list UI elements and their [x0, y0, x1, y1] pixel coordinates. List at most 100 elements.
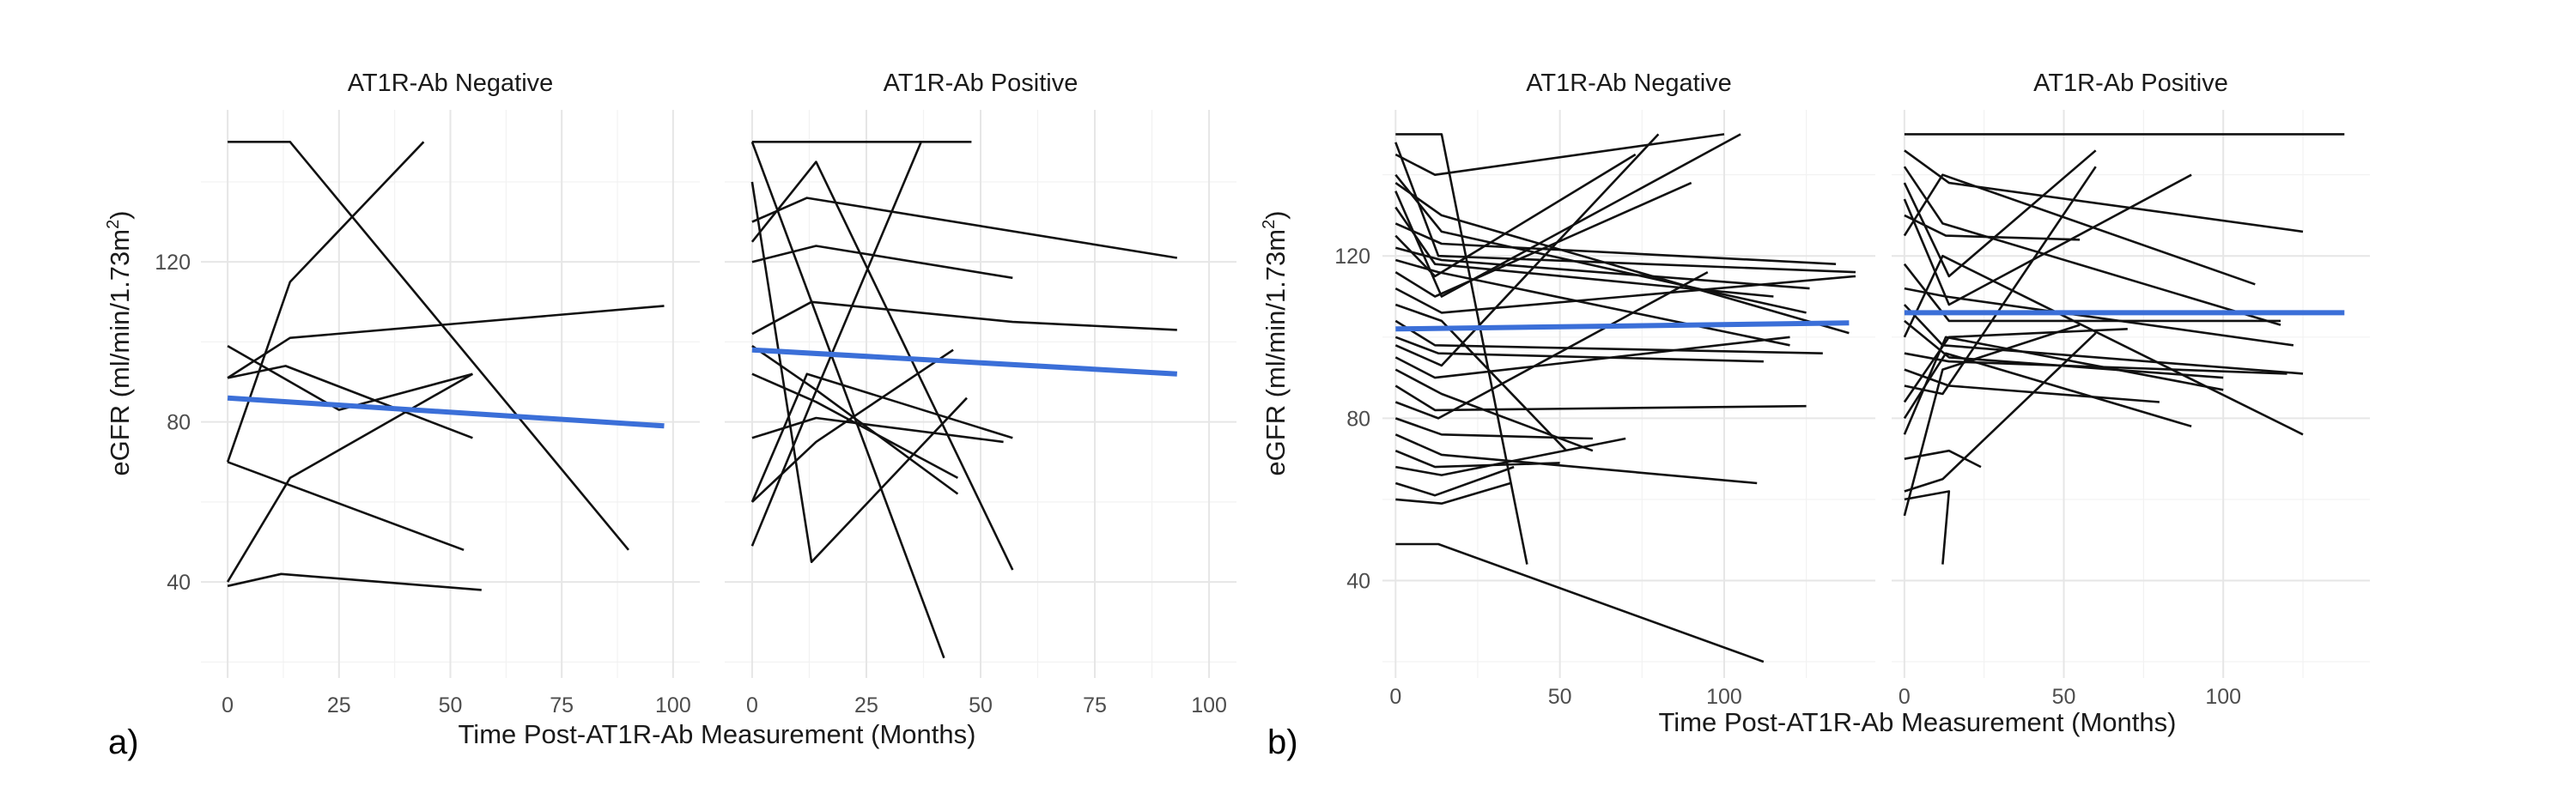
patient-trajectory [1904, 166, 2097, 396]
patient-trajectory [750, 141, 945, 659]
panel-a-chart: AT1R-Ab Negative 0 25 50 75 100 AT1R-Ab Positi… [104, 70, 1236, 761]
patient-trajectory [1394, 336, 1764, 363]
patient-trajectory [1903, 173, 2192, 306]
x-tick-label: 50 [1548, 685, 1572, 709]
x-tick-label: 75 [550, 693, 574, 717]
patient-trajectory [1394, 133, 1725, 176]
patient-trajectory [1394, 336, 1790, 379]
x-tick-label: 50 [439, 693, 463, 717]
patient-trajectory [228, 141, 630, 551]
patient-trajectory [751, 245, 1013, 280]
patient-trajectory [1394, 133, 1741, 298]
x-tick-label: 100 [1191, 693, 1227, 717]
x-tick-label: 75 [1083, 693, 1107, 717]
patient-trajectory [1904, 352, 2287, 375]
patient-trajectory [1904, 287, 2294, 347]
patient-trajectory [751, 372, 959, 480]
x-tick-label: 100 [1706, 685, 1742, 709]
facet-negative-panel-b: AT1R-Ab Negative 0 50 100 [1382, 70, 1875, 709]
x-tick-label: 0 [1899, 685, 1911, 709]
patient-trajectory [750, 372, 1013, 503]
panel-label: b) [1267, 723, 1298, 761]
patient-trajectory [1904, 368, 2160, 403]
x-axis-label: Time Post-AT1R-Ab Measurement (Months) [1659, 707, 2177, 737]
patient-trajectory [1394, 181, 1692, 298]
patient-trajectory [1394, 384, 1807, 412]
patient-trajectory [1394, 449, 1560, 469]
patient-trajectory [1394, 182, 1850, 335]
facet-positive-panel-b: AT1R-Ab Positive 0 50 100 [1892, 70, 2370, 709]
patient-trajectory [1394, 246, 1810, 290]
patient-trajectory [1395, 542, 1765, 663]
patient-trajectory [751, 197, 1178, 259]
y-axis-label-text: eGFR (ml/min/1.73m [105, 229, 135, 476]
y-axis-label: eGFR (ml/min/1.73m2) [104, 210, 135, 475]
panel-label: a) [108, 723, 139, 761]
patient-trajectory [1903, 324, 2081, 517]
patient-trajectory [1395, 481, 1511, 505]
y-axis-label-end: ) [1261, 210, 1291, 219]
patient-trajectory [226, 141, 425, 463]
patient-trajectory [1904, 319, 2224, 379]
x-axis-label: Time Post-AT1R-Ab Measurement (Months) [459, 719, 976, 749]
patient-trajectory [1395, 437, 1626, 476]
y-axis-label-superscript: 2 [104, 220, 123, 229]
facet-title: AT1R-Ab Negative [348, 70, 554, 97]
patient-trajectory [1394, 433, 1758, 485]
patient-trajectory [227, 305, 665, 379]
patient-trajectory [1903, 149, 2097, 278]
x-tick-label: 50 [969, 693, 993, 717]
patient-trajectory [227, 461, 465, 552]
patient-trajectory [1394, 465, 1515, 497]
y-tick-label: 80 [1346, 407, 1370, 431]
x-tick-label: 100 [2205, 685, 2241, 709]
patient-trajectory [1903, 166, 2281, 326]
x-tick-label: 0 [1389, 685, 1401, 709]
y-tick-label: 40 [167, 571, 191, 595]
y-axis-label-superscript: 2 [1260, 220, 1279, 229]
patient-trajectory [750, 141, 922, 547]
x-tick-label: 0 [222, 693, 234, 717]
x-tick-label: 25 [327, 693, 351, 717]
trend-line [1395, 320, 1850, 332]
patient-trajectory [750, 181, 968, 564]
patient-trajectory [1903, 173, 2256, 286]
patient-trajectory [1904, 149, 2304, 233]
y-axis-label-text: eGFR (ml/min/1.73m [1261, 229, 1291, 476]
patient-trajectory [751, 348, 954, 503]
x-tick-label: 50 [2052, 685, 2076, 709]
patient-trajectory [1394, 206, 1774, 298]
patient-trajectory [751, 300, 1177, 336]
trend-line [751, 347, 1177, 377]
patient-trajectory [1903, 254, 2304, 436]
patient-trajectory [1904, 332, 2097, 493]
y-tick-label: 120 [155, 251, 191, 275]
y-tick-label: 120 [1334, 245, 1370, 269]
y-tick-label: 40 [1346, 570, 1370, 594]
y-tick-label: 80 [167, 411, 191, 435]
patient-trajectory [1394, 275, 1856, 314]
patient-trajectory [1903, 336, 2224, 435]
facet-negative-panel-a: AT1R-Ab Negative 0 25 50 75 100 [201, 70, 700, 717]
panel-b-chart: AT1R-Ab Negative 0 50 100 AT1R-Ab Positive 0 5… [1260, 70, 2370, 761]
patient-trajectory [1394, 303, 1568, 452]
patient-trajectory [1394, 222, 1837, 265]
patient-trajectory [227, 344, 473, 411]
x-tick-label: 100 [655, 693, 691, 717]
patient-trajectory [1394, 270, 1709, 420]
patient-trajectory [1394, 368, 1594, 452]
facet-title: AT1R-Ab Positive [884, 70, 1078, 97]
x-tick-label: 0 [746, 693, 758, 717]
trend-line [227, 395, 665, 429]
patient-trajectory [1394, 142, 1856, 274]
patient-trajectory [750, 160, 1014, 571]
patient-trajectory [1903, 352, 2192, 428]
patient-trajectory [1903, 263, 2281, 323]
patient-trajectory [1394, 417, 1593, 440]
facet-positive-panel-a: AT1R-Ab Positive 0 25 50 75 100 [725, 70, 1236, 717]
facet-title: AT1R-Ab Negative [1526, 70, 1732, 97]
facet-title: AT1R-Ab Positive [2033, 70, 2228, 97]
patient-trajectory [227, 572, 482, 591]
